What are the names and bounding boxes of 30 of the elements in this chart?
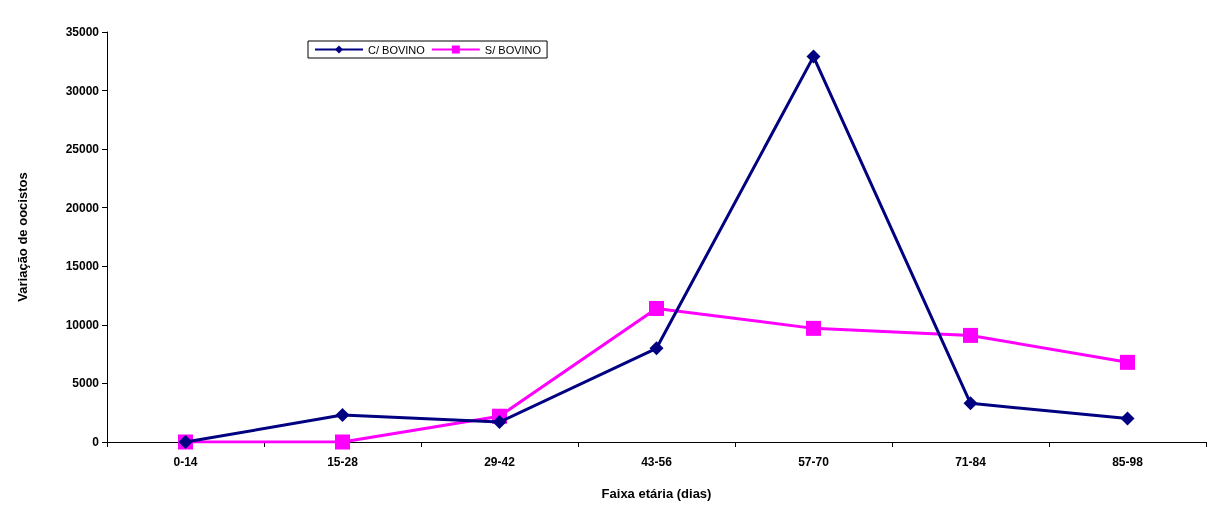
point (806, 320, 821, 336)
point (1120, 354, 1135, 370)
point (806, 49, 821, 64)
x-tick-label: 85-98 (1112, 455, 1144, 469)
y-tick-label: 10000 (65, 317, 100, 332)
y-tick-label: 35000 (65, 25, 100, 39)
legend-label: S/ BOVINO (484, 43, 542, 56)
y-tick-label: 0 (92, 435, 100, 449)
point (492, 415, 507, 430)
point (963, 327, 978, 343)
x-tick-label: 15-28 (327, 455, 359, 469)
y-tick-label: 5000 (72, 376, 100, 391)
point (649, 341, 664, 356)
point (649, 300, 664, 316)
x-tick-label: 71-84 (955, 455, 987, 469)
y-tick-label: 20000 (65, 200, 100, 215)
x-tick-label: 57-70 (798, 455, 830, 469)
point (963, 396, 978, 411)
legend-label: C/ BOVINO (368, 43, 426, 56)
x-tick-label: 0-14 (173, 455, 198, 469)
point (1120, 411, 1135, 426)
point (335, 408, 350, 423)
y-tick-label: 30000 (65, 83, 100, 98)
x-tick-label: 43-56 (641, 455, 673, 469)
x-tick-label: 29-42 (484, 455, 516, 469)
x-axis-title: Faixa etária (dias) (601, 486, 712, 501)
y-tick-label: 15000 (65, 259, 100, 274)
y-axis-title: Variação de oocistos (15, 172, 30, 302)
point (335, 434, 350, 450)
y-tick-label: 25000 (65, 142, 100, 157)
